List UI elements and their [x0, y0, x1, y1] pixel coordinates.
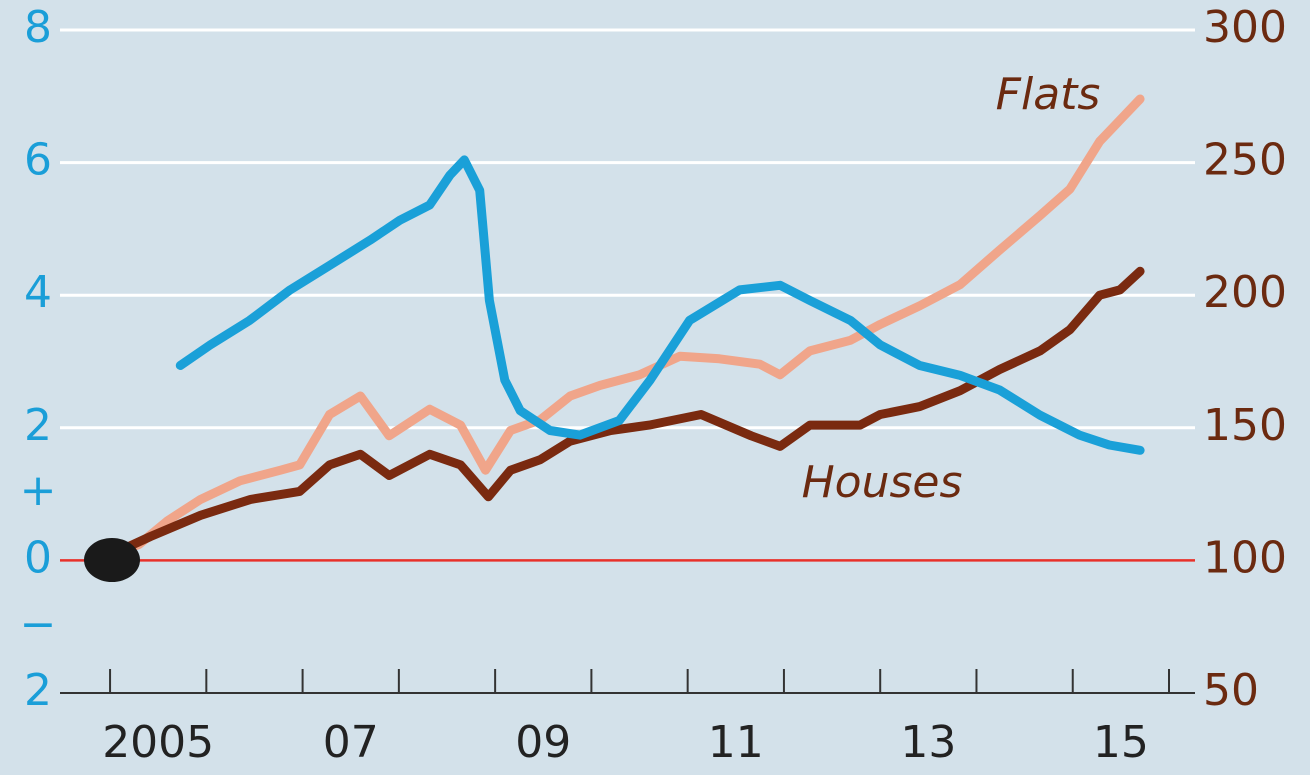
y2-tick-label: 50 [1203, 665, 1259, 716]
flats-label: Flats [996, 69, 1101, 120]
y2-tick-label: 100 [1203, 532, 1287, 583]
plus-sign: + [20, 465, 57, 516]
houses-label: Houses [802, 457, 963, 508]
y2-tick-label: 150 [1203, 400, 1287, 451]
x-tick-label: 13 [900, 717, 956, 768]
x-tick-label: 07 [323, 717, 379, 768]
x-tick-label: 2005 [102, 717, 214, 768]
y-tick-label: 4 [24, 267, 52, 318]
y-tick-label: 2 [24, 400, 52, 451]
minus-sign: − [20, 599, 57, 650]
y2-tick-label: 300 [1203, 2, 1287, 53]
x-tick-label: 15 [1093, 717, 1149, 768]
series-line [175, 155, 1145, 455]
series-line [105, 266, 1145, 560]
base-marker [84, 538, 140, 582]
lines [105, 94, 1145, 560]
x-tick-label: 09 [515, 717, 571, 768]
y-tick-label: 2 [24, 665, 52, 716]
y2-tick-label: 250 [1203, 135, 1287, 186]
y-tick-label: 0 [24, 532, 52, 583]
y2-tick-label: 200 [1203, 267, 1287, 318]
x-tick-label: 11 [708, 717, 764, 768]
y-tick-label: 8 [24, 2, 52, 53]
series-line [105, 94, 1145, 560]
y-tick-label: 6 [24, 135, 52, 186]
